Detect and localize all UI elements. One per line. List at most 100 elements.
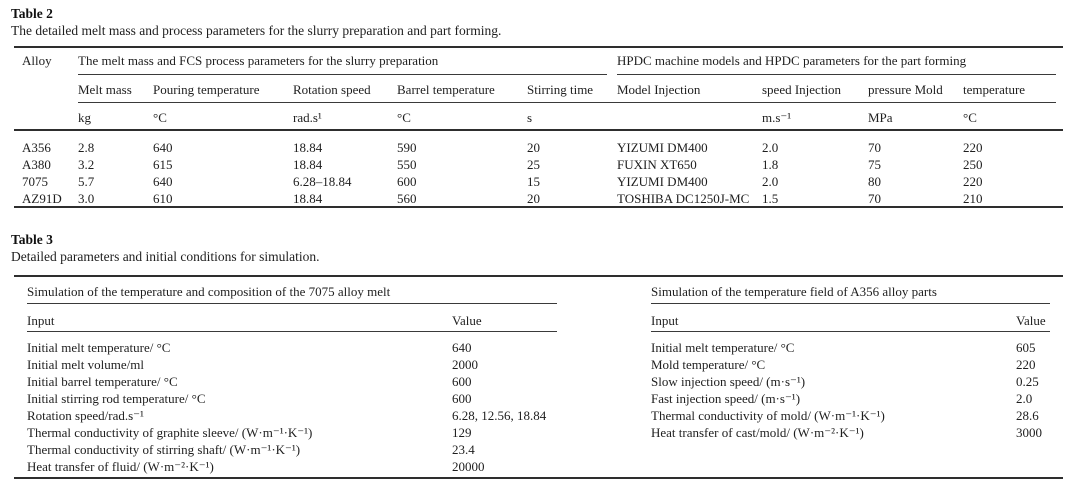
t2-cell: 1.8 <box>762 157 779 172</box>
t2-cell: 3.0 <box>78 191 95 206</box>
table3-group-row: Simulation of the temperature and compos… <box>0 283 1078 300</box>
t3-value-cell: 23.4 <box>452 442 475 457</box>
t3-value-cell: 3000 <box>1016 425 1042 440</box>
t2-cell: 70 <box>868 140 881 155</box>
t2-cell: 590 <box>397 140 417 155</box>
t3-input-cell: Thermal conductivity of mold/ (W·m⁻¹·K⁻¹… <box>651 408 885 423</box>
table-row: AZ91D 3.0 610 18.84 560 20 TOSHIBA DC125… <box>0 190 1078 207</box>
table2-header-row: Melt mass Pouring temperature Rotation s… <box>0 81 1078 98</box>
table3-header-row: Input Value Input Value <box>0 312 1078 329</box>
table2-col-header: Pouring temperature <box>153 82 260 97</box>
table2-group1-header: The melt mass and FCS process parameters… <box>78 53 439 68</box>
t2-cell: 15 <box>527 174 540 189</box>
table-row: 7075 5.7 640 6.28–18.84 600 15 YIZUMI DM… <box>0 173 1078 190</box>
t2-cell: 18.84 <box>293 157 323 172</box>
table2-mid-rule <box>14 129 1063 131</box>
table3-left-value-header: Value <box>452 313 482 328</box>
table3-bottom-rule <box>14 477 1063 479</box>
table3-top-rule <box>14 275 1063 277</box>
t2-cell: 210 <box>963 191 983 206</box>
t2-cell: 2.8 <box>78 140 95 155</box>
table2-bottom-rule <box>14 206 1063 208</box>
table2-alloy-header: Alloy <box>22 53 52 68</box>
table-row: Thermal conductivity of graphite sleeve/… <box>0 424 1078 441</box>
t2-cell: 550 <box>397 157 417 172</box>
t3-input-cell: Initial melt temperature/ °C <box>27 340 171 355</box>
t2-cell: 25 <box>527 157 540 172</box>
table3-right-value-header: Value <box>1016 313 1046 328</box>
t2-cell: YIZUMI DM400 <box>617 140 708 155</box>
t3-input-cell: Initial stirring rod temperature/ °C <box>27 391 206 406</box>
t3-input-cell: Heat transfer of fluid/ (W·m⁻²·K⁻¹) <box>27 459 214 474</box>
t3-value-cell: 640 <box>452 340 472 355</box>
t3-value-cell: 28.6 <box>1016 408 1039 423</box>
table3-right-header-rule <box>651 331 1050 332</box>
t3-value-cell: 605 <box>1016 340 1036 355</box>
t2-cell: 2.0 <box>762 140 779 155</box>
t3-value-cell: 2.0 <box>1016 391 1033 406</box>
table3-right-group-header: Simulation of the temperature field of A… <box>651 284 937 299</box>
t2-cell: AZ91D <box>22 191 62 206</box>
t3-input-cell: Fast injection speed/ (m·s⁻¹) <box>651 391 801 406</box>
table2-unit: s <box>527 110 533 125</box>
t2-cell: 5.7 <box>78 174 95 189</box>
t2-cell: 220 <box>963 140 983 155</box>
table3-caption: Detailed parameters and initial conditio… <box>11 249 320 264</box>
t2-cell: 560 <box>397 191 417 206</box>
t3-value-cell: 220 <box>1016 357 1036 372</box>
table3-left-input-header: Input <box>27 313 55 328</box>
table-row: Thermal conductivity of stirring shaft/ … <box>0 441 1078 458</box>
table-row: Initial melt volume/ml 2000 Mold tempera… <box>0 356 1078 373</box>
table3-left-header-rule <box>27 331 557 332</box>
table-row: A380 3.2 615 18.84 550 25 FUXIN XT650 1.… <box>0 156 1078 173</box>
table2-unit: m.s⁻¹ <box>762 110 792 125</box>
table-row: Heat transfer of fluid/ (W·m⁻²·K⁻¹) 2000… <box>0 458 1078 475</box>
t2-cell: FUXIN XT650 <box>617 157 697 172</box>
table2-group1-rule <box>78 74 607 75</box>
table-row: Initial melt temperature/ °C 640 Initial… <box>0 339 1078 356</box>
t2-cell: A356 <box>22 140 51 155</box>
table2-col-header: Melt mass <box>78 82 132 97</box>
t2-cell: TOSHIBA DC1250J-MC <box>617 191 750 206</box>
table-row: Initial stirring rod temperature/ °C 600… <box>0 390 1078 407</box>
table-row: Initial barrel temperature/ °C 600 Slow … <box>0 373 1078 390</box>
table2-unit: MPa <box>868 110 893 125</box>
t2-cell: A380 <box>22 157 51 172</box>
t2-cell: 1.5 <box>762 191 779 206</box>
t2-cell: 220 <box>963 174 983 189</box>
t3-value-cell: 6.28, 12.56, 18.84 <box>452 408 547 423</box>
t2-cell: 250 <box>963 157 983 172</box>
table2-col-header: Barrel temperature <box>397 82 495 97</box>
t3-value-cell: 2000 <box>452 357 478 372</box>
t2-cell: 640 <box>153 174 173 189</box>
table2-top-rule <box>14 46 1063 48</box>
t2-cell: 6.28–18.84 <box>293 174 352 189</box>
t2-cell: 640 <box>153 140 173 155</box>
table2-unit: °C <box>963 110 977 125</box>
table2-col-header: pressure Mold <box>868 82 943 97</box>
table3-left-group-header: Simulation of the temperature and compos… <box>27 284 391 299</box>
t2-cell: 70 <box>868 191 881 206</box>
t3-input-cell: Mold temperature/ °C <box>651 357 766 372</box>
t2-cell: 7075 <box>22 174 48 189</box>
t3-value-cell: 0.25 <box>1016 374 1039 389</box>
t3-input-cell: Rotation speed/rad.s⁻¹ <box>27 408 144 423</box>
table2-unit: °C <box>153 110 167 125</box>
t3-input-cell: Thermal conductivity of graphite sleeve/… <box>27 425 313 440</box>
table2-group2-header: HPDC machine models and HPDC parameters … <box>617 53 967 68</box>
t2-cell: 75 <box>868 157 881 172</box>
t3-input-cell: Slow injection speed/ (m·s⁻¹) <box>651 374 806 389</box>
t3-input-cell: Heat transfer of cast/mold/ (W·m⁻²·K⁻¹) <box>651 425 864 440</box>
table3-left-group-rule <box>27 303 557 304</box>
table2-title: Table 2 <box>11 6 53 21</box>
table2-col-header: temperature <box>963 82 1026 97</box>
table2-col-header: speed Injection <box>762 82 842 97</box>
t2-cell: 18.84 <box>293 140 323 155</box>
table2-header-rule <box>78 102 1056 103</box>
t3-value-cell: 20000 <box>452 459 485 474</box>
t3-input-cell: Initial melt temperature/ °C <box>651 340 795 355</box>
table2-group-row: Alloy The melt mass and FCS process para… <box>0 52 1078 69</box>
table2-col-header: Rotation speed <box>293 82 371 97</box>
t2-cell: 615 <box>153 157 173 172</box>
t2-cell: 20 <box>527 191 540 206</box>
